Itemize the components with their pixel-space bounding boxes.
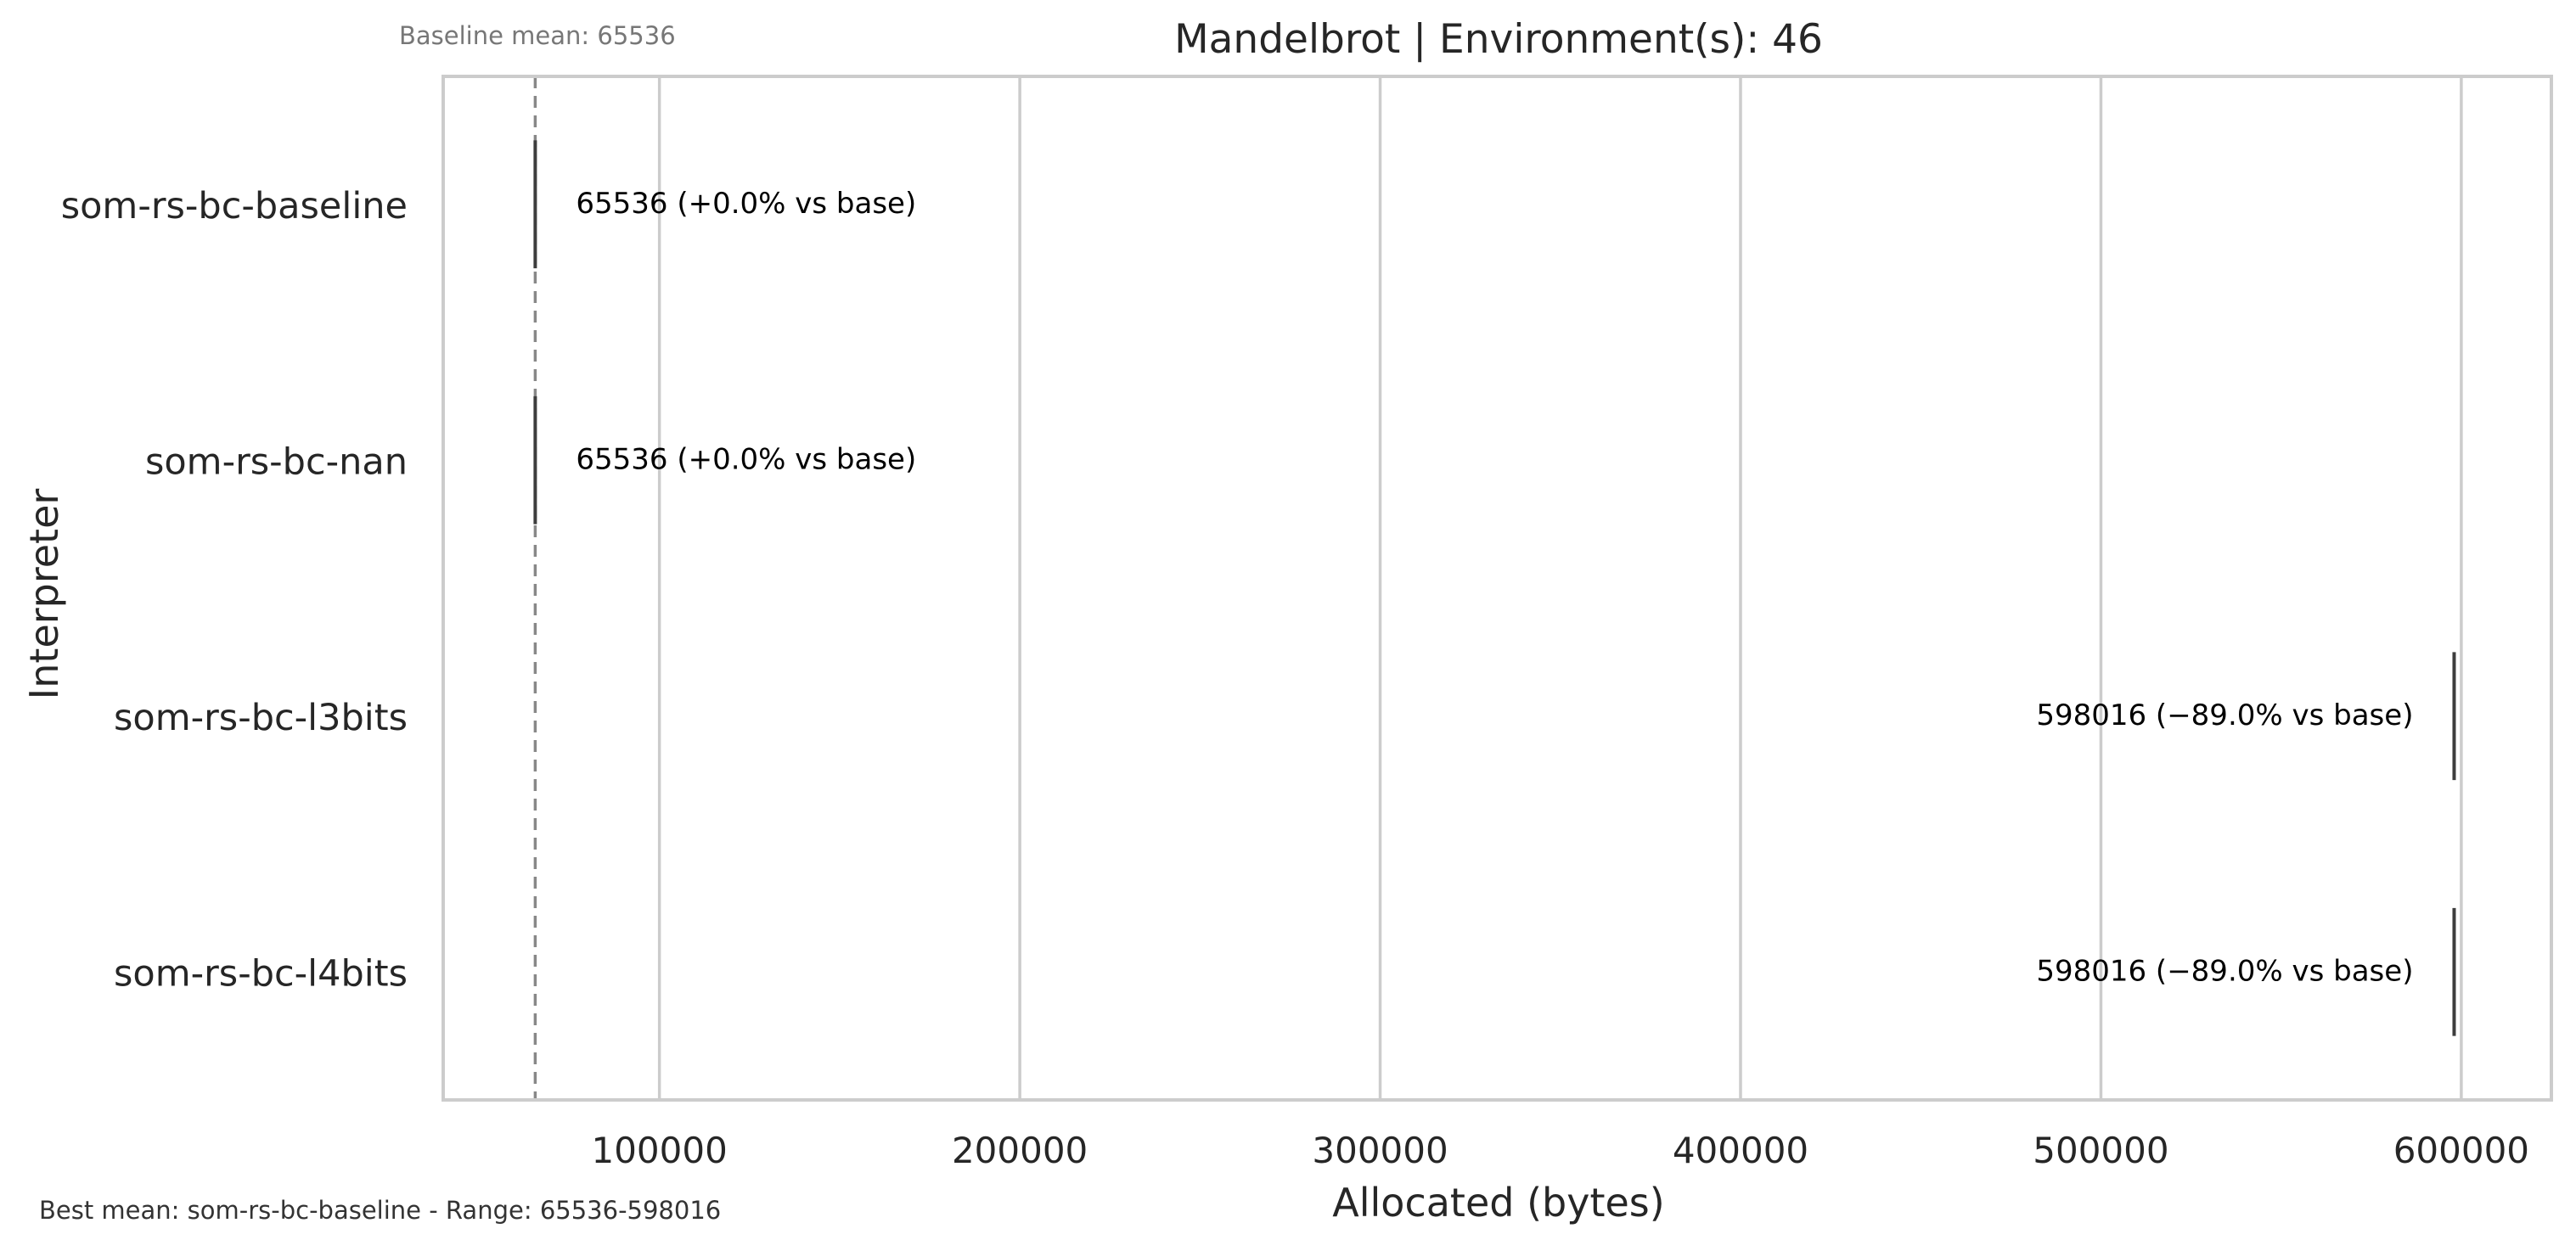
x-axis-label: Allocated (bytes) (1332, 1180, 1664, 1226)
x-tick-label: 200000 (952, 1130, 1088, 1171)
x-tick-label: 400000 (1673, 1130, 1808, 1171)
y-axis-label: Interpreter (21, 489, 67, 700)
x-tick-labels: 100000 200000 300000 400000 500000 600000 (591, 1130, 2529, 1171)
x-tick-label: 500000 (2033, 1130, 2168, 1171)
y-tick-label: som-rs-bc-l3bits (114, 697, 408, 739)
footer-note: Best mean: som-rs-bc-baseline - Range: 6… (39, 1196, 721, 1225)
chart-title: Mandelbrot | Environment(s): 46 (1174, 16, 1823, 63)
x-tick-label: 100000 (591, 1130, 727, 1171)
y-tick-label: som-rs-bc-baseline (61, 185, 408, 227)
marks-layer (533, 140, 2456, 1036)
x-tick-label: 300000 (1312, 1130, 1448, 1171)
value-annotation: 65536 (+0.0% vs base) (576, 187, 916, 221)
value-annotation: 598016 (−89.0% vs base) (2036, 698, 2413, 732)
grid-layer (657, 76, 2463, 1100)
x-tick-label: 600000 (2393, 1130, 2529, 1171)
baseline-label: Baseline mean: 65536 (399, 21, 676, 50)
plot-frame (442, 75, 2553, 1102)
y-tick-label: som-rs-bc-l4bits (114, 952, 408, 995)
value-annotation: 598016 (−89.0% vs base) (2036, 954, 2413, 988)
y-tick-label: som-rs-bc-nan (145, 440, 408, 483)
annotations: 65536 (+0.0% vs base) 65536 (+0.0% vs bas… (576, 187, 2413, 989)
y-tick-labels: som-rs-bc-baseline som-rs-bc-nan som-rs-bc… (61, 185, 408, 996)
value-annotation: 65536 (+0.0% vs base) (576, 442, 916, 476)
